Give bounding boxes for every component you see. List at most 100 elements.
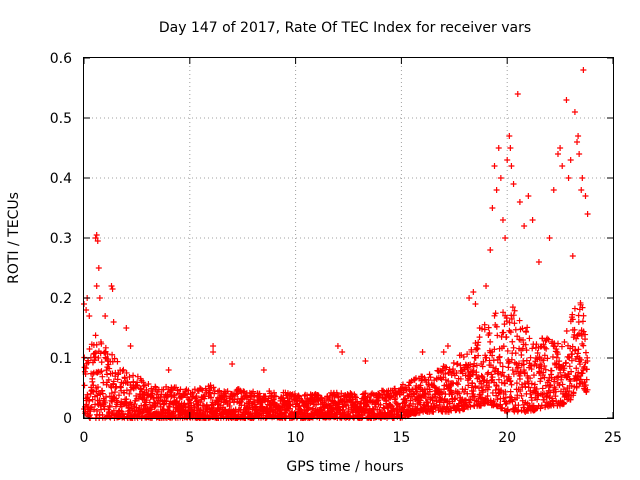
data-point bbox=[495, 376, 502, 383]
x-tick-label: 20 bbox=[498, 430, 516, 446]
data-point bbox=[534, 396, 541, 403]
data-point bbox=[569, 351, 576, 358]
data-point bbox=[184, 400, 191, 407]
data-point bbox=[114, 399, 121, 406]
data-point bbox=[493, 187, 500, 193]
data-point bbox=[554, 151, 561, 157]
data-point bbox=[191, 404, 198, 411]
data-point bbox=[489, 374, 496, 381]
data-point bbox=[460, 353, 467, 360]
data-point bbox=[207, 389, 214, 396]
data-point bbox=[566, 363, 573, 370]
data-point bbox=[96, 397, 103, 404]
data-point bbox=[568, 368, 575, 375]
data-point bbox=[511, 320, 518, 327]
data-point bbox=[582, 193, 589, 199]
data-point bbox=[542, 366, 549, 373]
data-point bbox=[92, 349, 99, 356]
data-point bbox=[533, 341, 540, 348]
data-point bbox=[114, 376, 121, 383]
data-point bbox=[483, 283, 490, 289]
data-point bbox=[527, 375, 534, 382]
data-point bbox=[516, 199, 523, 205]
data-point bbox=[106, 365, 113, 372]
data-point bbox=[94, 238, 101, 244]
data-point bbox=[540, 357, 547, 364]
data-point bbox=[522, 383, 529, 390]
data-point bbox=[577, 361, 584, 368]
data-point bbox=[547, 382, 554, 389]
data-point bbox=[90, 382, 97, 389]
data-point bbox=[522, 341, 529, 348]
data-point bbox=[453, 370, 460, 377]
data-point bbox=[457, 375, 464, 382]
data-point bbox=[577, 376, 584, 383]
data-point bbox=[134, 382, 141, 389]
data-point bbox=[427, 374, 434, 381]
data-point bbox=[414, 388, 421, 395]
data-point bbox=[504, 347, 511, 354]
data-point bbox=[350, 396, 357, 403]
data-point bbox=[473, 344, 480, 351]
data-point bbox=[555, 373, 562, 380]
data-point bbox=[484, 393, 491, 400]
data-point bbox=[306, 404, 313, 411]
data-point bbox=[534, 350, 541, 357]
data-point bbox=[216, 405, 223, 412]
data-point bbox=[91, 406, 98, 413]
data-point bbox=[392, 395, 399, 402]
data-point bbox=[468, 348, 475, 355]
data-point bbox=[104, 371, 111, 378]
data-point bbox=[503, 399, 510, 406]
data-point bbox=[96, 295, 103, 301]
data-point bbox=[501, 373, 508, 380]
data-point bbox=[531, 381, 538, 388]
data-point bbox=[526, 335, 533, 342]
data-point bbox=[185, 396, 192, 403]
data-point bbox=[149, 388, 156, 395]
data-point bbox=[506, 327, 513, 334]
data-point bbox=[544, 355, 551, 362]
data-point bbox=[507, 377, 514, 384]
data-point bbox=[509, 338, 516, 345]
data-point bbox=[528, 380, 535, 387]
data-point bbox=[507, 329, 514, 336]
data-point bbox=[508, 381, 515, 388]
data-point bbox=[524, 324, 531, 331]
data-point bbox=[500, 309, 507, 316]
data-point bbox=[197, 386, 204, 393]
data-point bbox=[276, 406, 283, 413]
data-point bbox=[456, 407, 463, 414]
data-point bbox=[127, 343, 134, 349]
data-point bbox=[559, 381, 566, 388]
data-point bbox=[489, 352, 496, 359]
data-point bbox=[520, 337, 527, 344]
data-point bbox=[472, 301, 479, 307]
data-point bbox=[489, 205, 496, 211]
data-point bbox=[95, 265, 102, 271]
data-point bbox=[509, 367, 516, 374]
data-point bbox=[470, 387, 477, 394]
data-point bbox=[469, 371, 476, 378]
data-point bbox=[98, 340, 105, 347]
data-point bbox=[272, 393, 279, 400]
data-point bbox=[445, 378, 452, 385]
data-point bbox=[314, 392, 321, 399]
data-point bbox=[450, 366, 457, 373]
data-point bbox=[543, 345, 550, 352]
data-point bbox=[541, 352, 548, 359]
data-point bbox=[520, 404, 527, 411]
data-point bbox=[475, 339, 482, 346]
data-point bbox=[102, 313, 109, 319]
data-point bbox=[426, 371, 433, 378]
data-point bbox=[507, 145, 514, 151]
data-point bbox=[353, 394, 360, 401]
data-point bbox=[488, 371, 495, 378]
data-point bbox=[584, 358, 591, 365]
data-point bbox=[554, 340, 561, 347]
data-point bbox=[177, 386, 184, 393]
data-point bbox=[497, 359, 504, 366]
data-point bbox=[490, 364, 497, 371]
data-point bbox=[476, 325, 483, 331]
data-point bbox=[578, 356, 585, 363]
